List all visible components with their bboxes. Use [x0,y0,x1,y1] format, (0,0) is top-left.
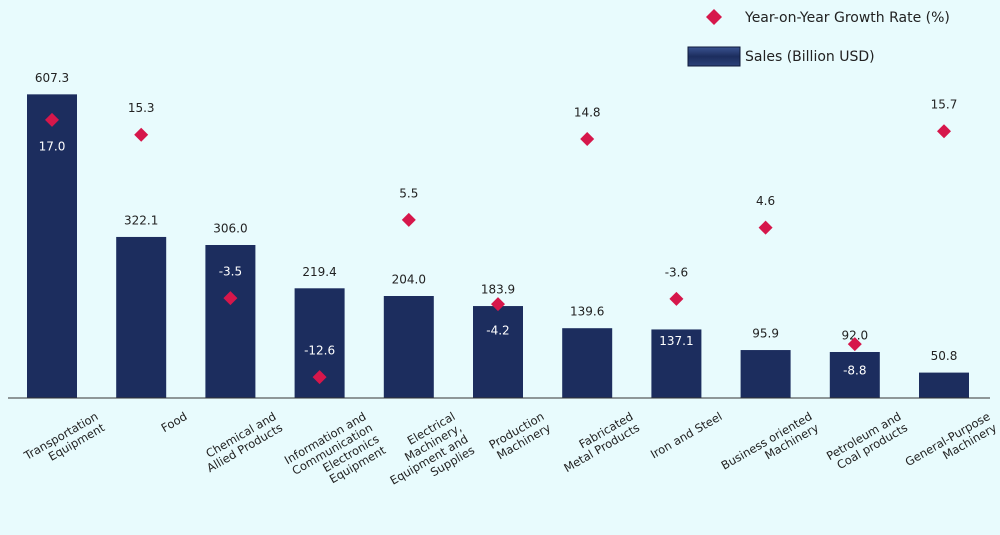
growth-marker [223,291,238,306]
bar-value-label: 204.0 [392,273,426,287]
growth-value-label: 5.5 [399,186,418,200]
bar-value-label: 607.3 [35,71,69,85]
growth-value-label: -8.8 [843,364,866,378]
growth-value-label: 15.7 [931,98,958,112]
growth-marker [847,337,862,352]
growth-value-label: 15.3 [128,101,155,115]
growth-marker [45,112,59,127]
bar [383,296,434,398]
growth-value-label: -3.5 [219,265,242,279]
growth-marker [312,370,327,385]
growth-marker [937,124,951,139]
bar-value-label: 137.1 [659,334,693,348]
growth-marker [580,132,595,147]
bar-value-label: 322.1 [124,213,158,227]
growth-marker [491,297,505,312]
growth-marker [401,212,416,227]
bar-value-label: 183.9 [481,283,515,297]
bar [562,328,613,398]
bar [651,329,702,398]
bar [829,352,880,398]
bar-value-label: 306.0 [213,222,247,236]
growth-value-label: -12.6 [304,344,335,358]
bar [740,350,791,398]
legend-marker [706,9,722,25]
bar [919,372,969,398]
legend-label: Sales (Billion USD) [745,49,875,65]
bar-value-label: 219.4 [302,265,336,279]
chart: 607.3 17.0 322.1 15.3 306.0 -3.5 219.4 -12.6 204… [8,9,990,399]
bar [473,306,523,398]
growth-value-label: 14.8 [574,106,601,120]
legend-label: Year-on-Year Growth Rate (%) [744,10,950,26]
legend-swatch [687,46,741,67]
growth-value-label: 4.6 [756,194,775,208]
bar-value-label: 50.8 [931,349,958,363]
bar-value-label: 139.6 [570,305,604,319]
growth-marker [134,127,149,142]
growth-marker [758,220,773,235]
growth-value-label: -4.2 [486,324,509,338]
bar [27,94,77,398]
bar-value-label: 92.0 [841,329,868,343]
bar [205,245,256,398]
growth-value-label: -3.6 [665,265,688,279]
growth-value-label: 17.0 [39,139,66,153]
page: {"chart_data": {"type": "bar+scatter", "… [8,9,999,488]
growth-marker [669,291,684,306]
bar-value-label: 95.9 [752,327,779,341]
bar [116,236,167,398]
